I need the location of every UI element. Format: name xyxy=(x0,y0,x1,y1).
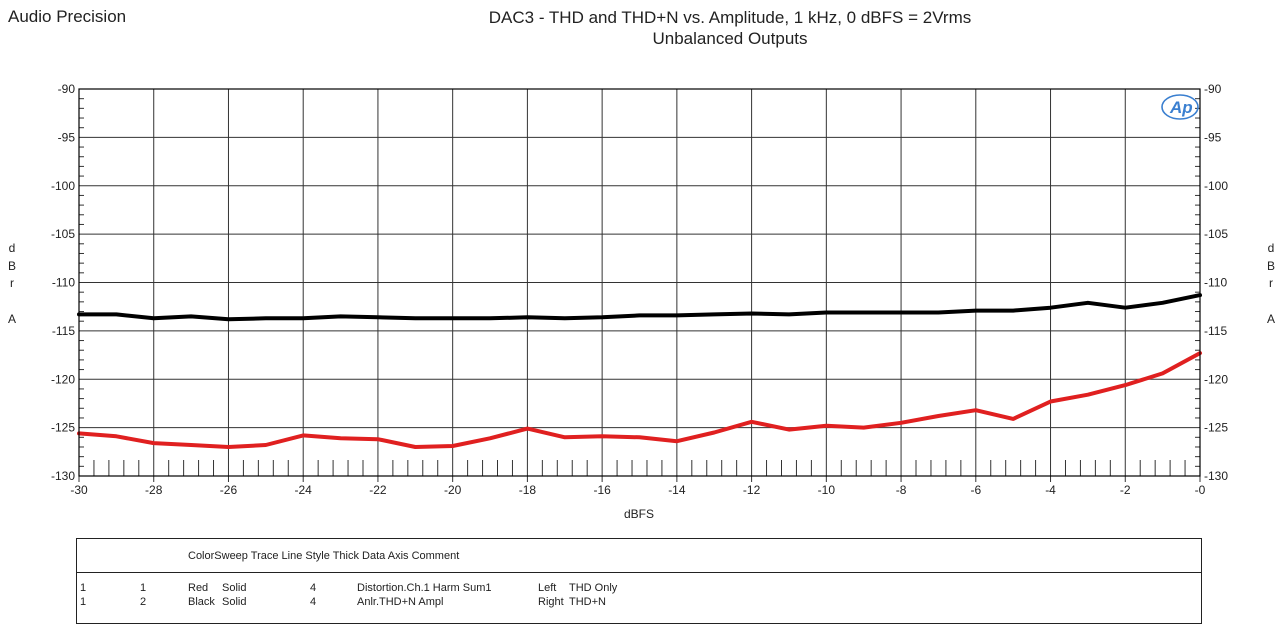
series-lines xyxy=(77,293,1202,449)
y-tick-label-left: -105 xyxy=(51,227,75,241)
legend-comment: THD+N xyxy=(569,596,606,608)
x-tick-label: -6 xyxy=(970,483,981,497)
plot-frame xyxy=(78,88,1201,477)
y-tick-label-right: -105 xyxy=(1204,227,1228,241)
x-tick-label: -14 xyxy=(668,483,686,497)
x-tick-label: -18 xyxy=(519,483,537,497)
logo: Ap xyxy=(1161,94,1199,120)
series-line-black xyxy=(77,293,1202,322)
x-tick-label: -24 xyxy=(295,483,313,497)
thd-chart: -90 -90 -95 -95 -100 -100 -105 -105 -110 -110 -115… xyxy=(8,82,1275,521)
y-tick-label-right: -125 xyxy=(1204,421,1228,435)
legend-trace: 2 xyxy=(140,596,147,608)
y-tick-labels: -90 -90 -95 -95 -100 -100 -105 -105 -110 -110 -115… xyxy=(51,82,1228,483)
legend-thick: 4 xyxy=(310,582,317,594)
legend-style: Solid xyxy=(222,596,247,608)
legend-color: Black xyxy=(188,596,215,608)
legend-style: Solid xyxy=(222,582,247,594)
svg-text:r: r xyxy=(1269,276,1273,290)
title-line-2: Unbalanced Outputs xyxy=(652,29,808,48)
minor-ticks xyxy=(79,98,1200,476)
chart-title: DAC3 - THD and THD+N vs. Amplitude, 1 kH… xyxy=(300,7,1160,49)
y-tick-label-left: -90 xyxy=(58,82,76,96)
y-tick-label-left: -120 xyxy=(51,372,75,386)
svg-text:r: r xyxy=(10,276,14,290)
title-line-1: DAC3 - THD and THD+N vs. Amplitude, 1 kH… xyxy=(488,8,972,27)
legend-data: Distortion.Ch.1 Harm Sum1 xyxy=(357,582,492,594)
legend-header: ColorSweep Trace Line Style Thick Data A… xyxy=(188,550,460,562)
y-tick-label-right: -90 xyxy=(1204,82,1222,96)
x-tick-label: -0 xyxy=(1195,483,1206,497)
logo-text: Ap xyxy=(1169,98,1193,117)
y-axis-label-left: d B r A xyxy=(8,241,16,326)
y-tick-label-left: -100 xyxy=(51,179,75,193)
x-tick-label: -4 xyxy=(1045,483,1056,497)
y-tick-label-left: -130 xyxy=(51,469,75,483)
svg-text:A: A xyxy=(1267,312,1275,326)
brand-label: Audio Precision xyxy=(8,7,127,26)
svg-text:A: A xyxy=(8,312,16,326)
x-axis-label: dBFS xyxy=(624,507,654,521)
legend-thick: 4 xyxy=(310,596,317,608)
legend-data: Anlr.THD+N Ampl xyxy=(357,596,444,608)
legend-row: 1 2 Black Solid 4 Anlr.THD+N Ampl Right … xyxy=(77,596,1201,610)
legend-axis: Left xyxy=(538,582,557,594)
y-tick-label-left: -95 xyxy=(58,130,76,144)
svg-text:B: B xyxy=(8,259,16,273)
x-tick-label: -30 xyxy=(70,483,88,497)
x-tick-label: -12 xyxy=(743,483,761,497)
y-tick-label-right: -130 xyxy=(1204,469,1228,483)
legend-table: ColorSweep Trace Line Style Thick Data A… xyxy=(76,538,1202,624)
y-tick-label-right: -110 xyxy=(1204,276,1227,290)
x-tick-label: -16 xyxy=(593,483,611,497)
y-axis-label-right: d B r A xyxy=(1267,241,1275,326)
y-tick-label-left: -110 xyxy=(52,276,75,290)
legend-row: 1 1 Red Solid 4 Distortion.Ch.1 Harm Sum… xyxy=(77,582,1201,596)
legend-sweep: 1 xyxy=(80,596,87,608)
legend-color: Red xyxy=(188,582,209,594)
svg-text:B: B xyxy=(1267,259,1275,273)
legend-sweep: 1 xyxy=(80,582,87,594)
legend-trace: 1 xyxy=(140,582,147,594)
y-tick-label-left: -115 xyxy=(52,324,75,338)
x-tick-label: -10 xyxy=(818,483,836,497)
legend-divider xyxy=(77,572,1201,573)
series-line-red xyxy=(77,351,1202,449)
legend-axis: Right xyxy=(538,596,564,608)
x-tick-label: -28 xyxy=(145,483,163,497)
svg-text:d: d xyxy=(1268,241,1275,255)
x-tick-label: -22 xyxy=(369,483,387,497)
x-tick-labels: -30 -28 -26 -24 -22 -20 -18 -16 -14 -12 -10 -8 -6 -4 -… xyxy=(70,483,1205,497)
y-tick-label-right: -100 xyxy=(1204,179,1228,193)
x-tick-label: -2 xyxy=(1120,483,1131,497)
x-tick-label: -20 xyxy=(444,483,462,497)
y-tick-label-right: -115 xyxy=(1204,324,1227,338)
x-tick-label: -26 xyxy=(220,483,238,497)
grid xyxy=(78,88,1201,482)
y-tick-label-right: -120 xyxy=(1204,372,1228,386)
legend-comment: THD Only xyxy=(569,582,618,594)
y-tick-label-left: -125 xyxy=(51,421,75,435)
y-tick-label-right: -95 xyxy=(1204,130,1222,144)
svg-text:d: d xyxy=(9,241,16,255)
x-tick-label: -8 xyxy=(896,483,907,497)
